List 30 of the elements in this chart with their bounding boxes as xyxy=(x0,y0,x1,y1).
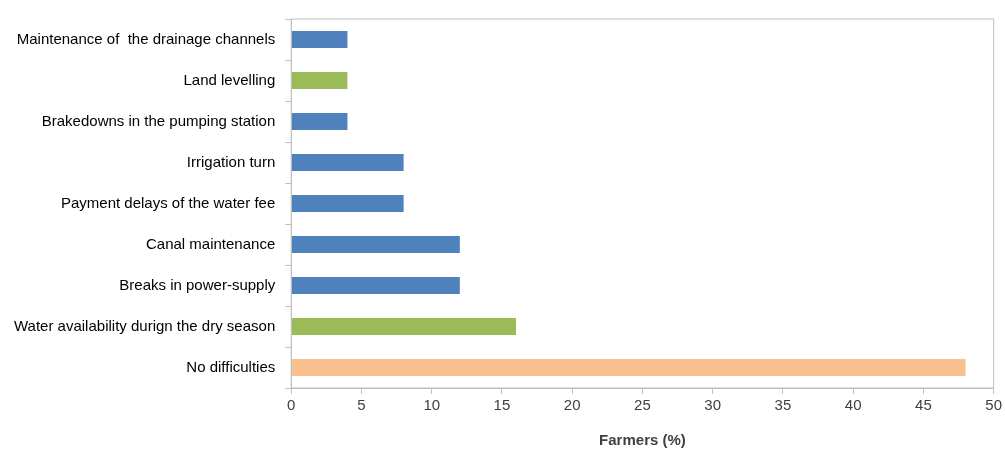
y-tick-label: Land levelling xyxy=(183,70,276,88)
x-tick-label: 5 xyxy=(357,396,366,414)
x-tick-label: 40 xyxy=(844,396,862,414)
bar xyxy=(291,112,348,131)
y-tick-label: No difficulties xyxy=(186,357,276,375)
bar xyxy=(291,317,517,336)
bar xyxy=(291,71,348,90)
bar xyxy=(291,153,404,172)
bar xyxy=(291,276,460,295)
x-tick-label: 20 xyxy=(563,396,581,414)
x-tick-label: 25 xyxy=(634,396,651,414)
bar xyxy=(291,358,966,377)
y-tick-label: Brakedowns in the pumping station xyxy=(41,111,276,129)
bar xyxy=(291,30,348,49)
y-tick-label: Breaks in power-supply xyxy=(119,275,276,293)
y-tick-label: Canal maintenance xyxy=(145,234,276,252)
y-tick-label: Maintenance of the drainage channels xyxy=(16,29,276,47)
x-tick-label: 0 xyxy=(287,396,296,414)
x-tick-label: 10 xyxy=(423,396,441,414)
x-tick-label: 45 xyxy=(915,396,932,414)
y-tick-label: Water availability durign the dry season xyxy=(13,316,276,334)
x-tick-label: 50 xyxy=(985,396,1002,414)
x-tick-label: 15 xyxy=(493,396,511,414)
x-tick-label: 30 xyxy=(704,396,722,414)
y-tick-label: Payment delays of the water fee xyxy=(60,193,276,211)
bar xyxy=(291,235,460,254)
y-tick-label: Irrigation turn xyxy=(186,152,276,170)
x-tick-label: 35 xyxy=(774,396,792,414)
bar xyxy=(291,194,404,213)
x-axis-title: Farmers (%) xyxy=(599,431,686,449)
